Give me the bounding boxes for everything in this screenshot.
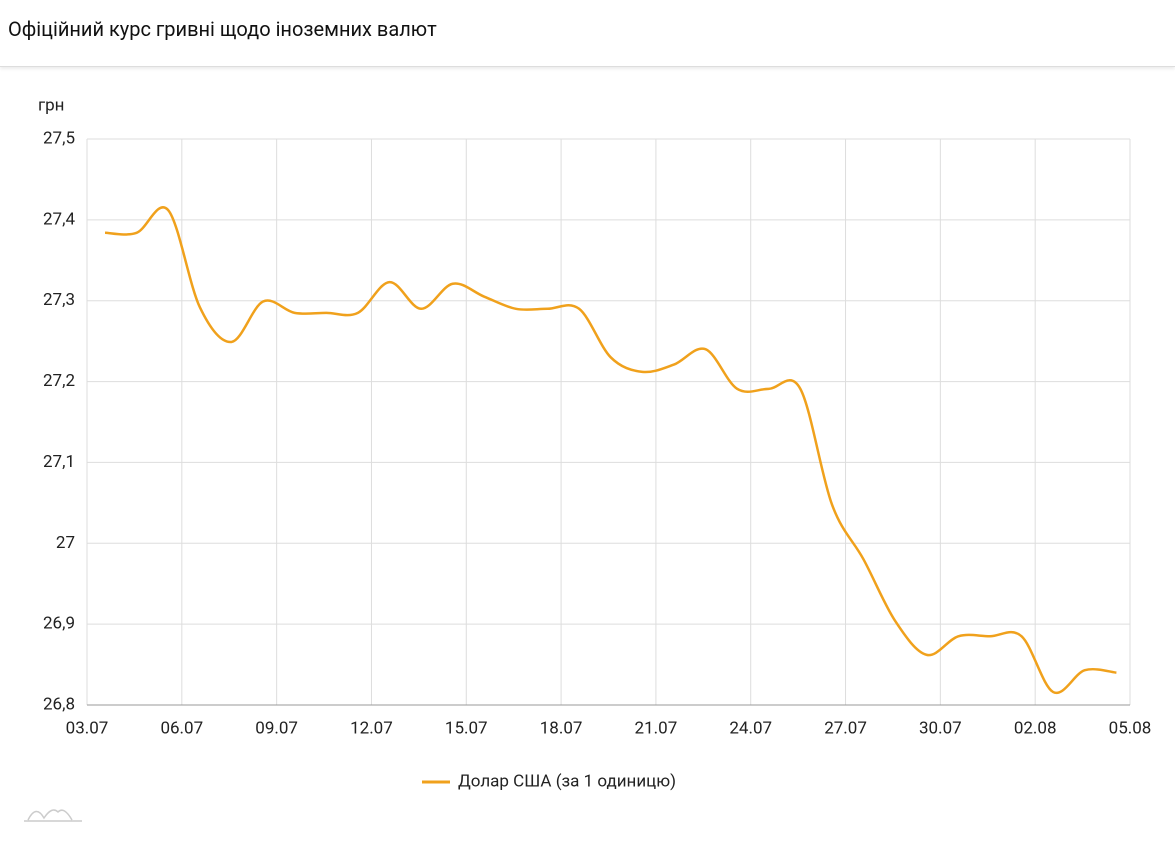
x-tick-label: 06.07 (160, 718, 203, 738)
x-tick-label: 30.07 (919, 718, 962, 738)
x-tick-label: 03.07 (66, 718, 109, 738)
legend-label: Долар США (за 1 одиницю) (458, 771, 676, 791)
y-axis-label: грн (38, 95, 65, 115)
y-tick-label: 27,5 (43, 128, 75, 148)
x-tick-label: 21.07 (635, 718, 678, 738)
x-tick-label: 02.08 (1014, 718, 1057, 738)
y-tick-label: 27,1 (43, 452, 75, 472)
header: Офіційний курс гривні щодо іноземних вал… (0, 0, 1175, 67)
chart-title: Офіційний курс гривні щодо іноземних вал… (8, 17, 437, 41)
line (104, 206, 1117, 695)
x-tick-label: 24.07 (729, 718, 772, 738)
logo (24, 809, 82, 822)
y-tick-label: 26,8 (43, 694, 75, 714)
x-tick-label: 05.08 (1109, 718, 1152, 738)
x-tick-label: 18.07 (540, 718, 583, 738)
x-tick-label: 12.07 (350, 718, 393, 738)
y-tick-label: 27,4 (43, 209, 75, 229)
y-tick-label: 27 (56, 533, 75, 553)
x-tick-label: 09.07 (255, 718, 298, 738)
y-tick-label: 26,9 (43, 614, 75, 634)
x-tick-label: 15.07 (445, 718, 488, 738)
y-tick-label: 27,3 (43, 290, 75, 310)
y-tick-label: 27,2 (43, 371, 75, 391)
x-tick-label: 27.07 (824, 718, 867, 738)
